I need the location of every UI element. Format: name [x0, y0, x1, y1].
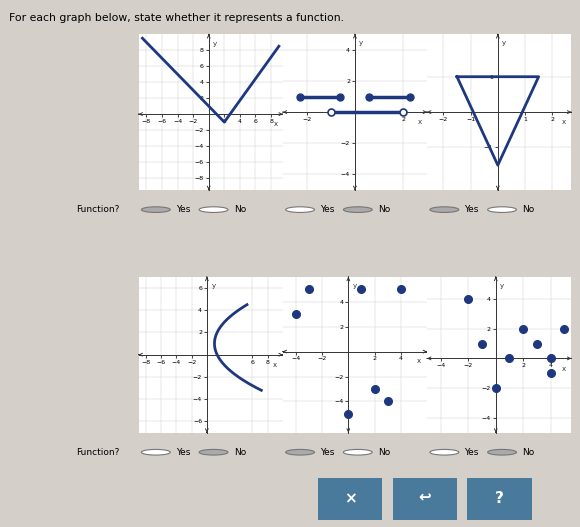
Text: y: y [359, 41, 363, 46]
Text: No: No [522, 205, 535, 214]
Text: x: x [273, 362, 277, 368]
Text: No: No [234, 448, 246, 457]
Circle shape [343, 207, 372, 212]
Circle shape [343, 450, 372, 455]
Text: ↩: ↩ [418, 491, 431, 506]
Text: x: x [561, 366, 566, 372]
Text: Yes: Yes [320, 448, 335, 457]
Circle shape [142, 450, 171, 455]
Bar [467, 479, 531, 520]
Text: Function?: Function? [75, 448, 119, 457]
Text: y: y [212, 283, 216, 289]
Circle shape [488, 207, 516, 212]
Text: y: y [213, 41, 218, 47]
Text: Yes: Yes [465, 448, 479, 457]
Text: x: x [417, 358, 421, 364]
Circle shape [142, 207, 171, 212]
Text: x: x [562, 119, 566, 125]
Text: No: No [378, 205, 390, 214]
Text: x: x [418, 119, 422, 125]
Text: Function?: Function? [75, 205, 119, 214]
Text: y: y [501, 284, 505, 289]
Text: ?: ? [495, 491, 504, 506]
Circle shape [199, 207, 228, 212]
Bar [393, 479, 457, 520]
Text: Yes: Yes [176, 205, 190, 214]
Circle shape [488, 450, 516, 455]
Circle shape [286, 207, 314, 212]
Text: No: No [234, 205, 246, 214]
Circle shape [430, 450, 459, 455]
Text: No: No [522, 448, 535, 457]
Circle shape [430, 207, 459, 212]
Text: Yes: Yes [176, 448, 190, 457]
Text: Yes: Yes [465, 205, 479, 214]
Text: For each graph below, state whether it represents a function.: For each graph below, state whether it r… [9, 13, 344, 23]
Text: Yes: Yes [320, 205, 335, 214]
Circle shape [286, 450, 314, 455]
Text: ×: × [344, 491, 357, 506]
Circle shape [199, 450, 228, 455]
Text: y: y [502, 41, 506, 46]
Bar [318, 479, 382, 520]
Text: No: No [378, 448, 390, 457]
Text: y: y [353, 283, 357, 289]
Text: x: x [273, 121, 277, 128]
